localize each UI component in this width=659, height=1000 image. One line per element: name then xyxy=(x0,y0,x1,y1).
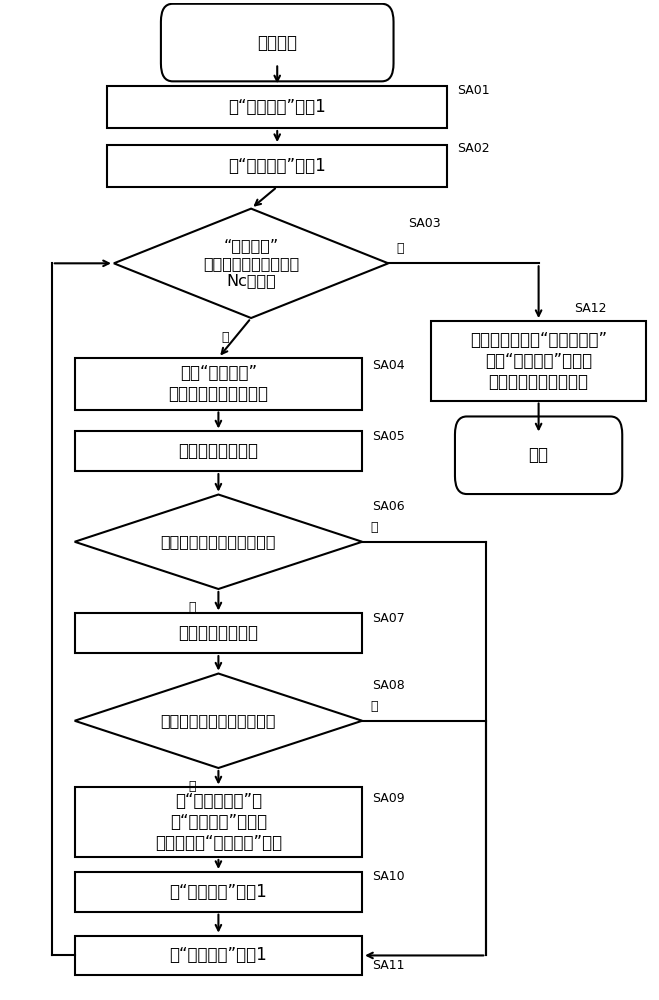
Text: 判定检索逻辑有无: 判定检索逻辑有无 xyxy=(179,624,258,642)
Text: 在“检索结果表”中
在“结果指针”所指的
位置上保存“电路指针”的値: 在“检索结果表”中 在“结果指针”所指的 位置上保存“电路指针”的値 xyxy=(155,792,282,852)
Text: 使“电路指针”增加1: 使“电路指针”增加1 xyxy=(169,946,268,964)
Text: 検索開始: 検索開始 xyxy=(257,34,297,52)
Bar xyxy=(74,358,362,410)
Text: SA07: SA07 xyxy=(372,612,405,625)
Text: 在画面上显示在“检索结果表”
中在“结果指针”之前的
位置上存在的梯形电路: 在画面上显示在“检索结果表” 中在“结果指针”之前的 位置上存在的梯形电路 xyxy=(470,331,607,391)
Text: 提取“电路指针”
所指的梯形电路的数据: 提取“电路指针” 所指的梯形电路的数据 xyxy=(169,364,268,403)
Text: “电路指针”
是否为梯形电路的个数
Nc以下？: “电路指针” 是否为梯形电路的个数 Nc以下？ xyxy=(203,238,299,288)
Text: 是: 是 xyxy=(188,780,196,793)
Text: SA03: SA03 xyxy=(408,217,440,230)
Text: SA05: SA05 xyxy=(372,430,405,443)
Bar xyxy=(107,145,447,187)
Text: SA11: SA11 xyxy=(372,959,405,972)
Text: SA08: SA08 xyxy=(372,679,405,692)
Text: 检索信号是否全部被找出？: 检索信号是否全部被找出？ xyxy=(161,534,276,549)
Text: SA12: SA12 xyxy=(575,302,607,315)
Bar xyxy=(74,872,362,912)
Text: 使“结果指针”增加1: 使“结果指针”增加1 xyxy=(169,883,268,901)
Text: SA04: SA04 xyxy=(372,359,405,372)
Text: 检索逻辑是否全部被找出？: 检索逻辑是否全部被找出？ xyxy=(161,713,276,728)
Text: 结束: 结束 xyxy=(529,446,548,464)
Text: 对“结果指针”设定1: 对“结果指针”设定1 xyxy=(229,98,326,116)
Bar xyxy=(74,613,362,653)
Text: 对“电路指针”设定1: 对“电路指针”设定1 xyxy=(229,157,326,175)
Bar xyxy=(107,86,447,128)
Text: SA01: SA01 xyxy=(457,84,490,97)
Text: 判定检索信号有无: 判定检索信号有无 xyxy=(179,442,258,460)
Text: SA09: SA09 xyxy=(372,792,405,805)
Text: 是: 是 xyxy=(188,601,196,614)
Text: SA06: SA06 xyxy=(372,500,405,513)
Polygon shape xyxy=(114,209,388,318)
Text: SA10: SA10 xyxy=(372,870,405,883)
Polygon shape xyxy=(74,495,362,589)
Bar xyxy=(74,787,362,857)
FancyBboxPatch shape xyxy=(161,4,393,81)
Text: SA02: SA02 xyxy=(457,142,490,155)
Bar xyxy=(74,431,362,471)
Bar xyxy=(74,936,362,975)
Bar xyxy=(431,321,646,401)
FancyBboxPatch shape xyxy=(455,416,622,494)
Text: 否: 否 xyxy=(370,700,378,713)
Text: 否: 否 xyxy=(370,521,378,534)
Text: 否: 否 xyxy=(396,242,404,255)
Polygon shape xyxy=(74,674,362,768)
Text: 是: 是 xyxy=(221,331,229,344)
